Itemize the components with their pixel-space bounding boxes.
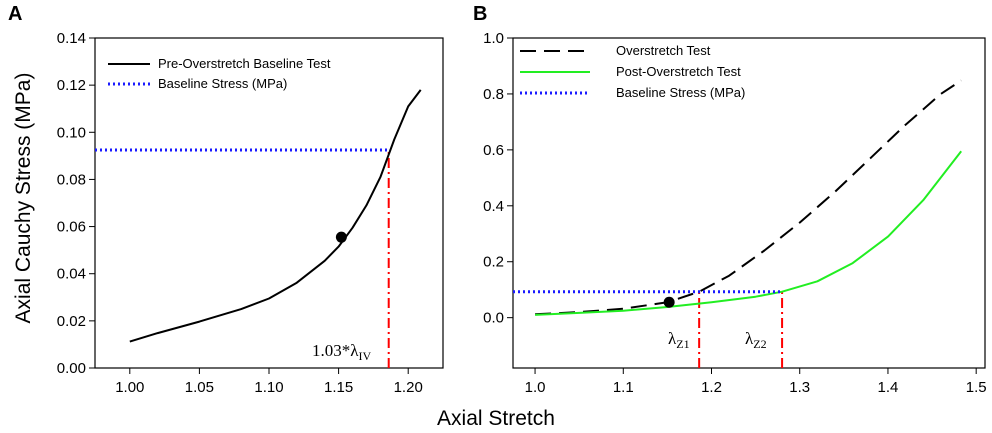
series-line-a-0	[129, 89, 422, 343]
y-tick-label-a: 0.04	[57, 266, 86, 283]
panel-a-label: A	[8, 3, 22, 25]
x-axis-label: Axial Stretch	[437, 407, 555, 430]
legend-b-label-overstretch: Overstretch Test	[616, 43, 711, 58]
x-tick-label-b: 1.4	[878, 379, 899, 396]
y-tick-label-a: 0.02	[57, 313, 86, 330]
data-point-a-0	[335, 231, 347, 243]
legend-a-label-baseline-stress: Baseline Stress (MPa)	[158, 76, 287, 91]
y-tick-label-b: 0.0	[483, 310, 504, 327]
x-tick-label-b: 1.5	[966, 379, 987, 396]
panel-b-label: B	[473, 3, 487, 25]
x-tick-label-a: 1.05	[185, 379, 214, 396]
plot-b: 1.0 1.1 1.2 1.3 1.4 1.5 0.0 0.2 0.4 0.6 0.8 1.0	[483, 30, 986, 396]
y-axis-label-a: Axial Cauchy Stress (MPa)	[12, 73, 35, 324]
plot-area-b	[513, 79, 962, 368]
x-tick-label-b: 1.0	[525, 379, 546, 396]
x-tick-label-a: 1.00	[115, 379, 144, 396]
y-tick-label-b: 0.2	[483, 254, 504, 271]
annotation-lambda-z2: λZ2	[745, 329, 767, 351]
x-tick-label-a: 1.15	[324, 379, 353, 396]
legend-b: Overstretch Test Post-Overstretch Test B…	[520, 43, 745, 100]
plot-a: 1.00 1.05 1.10 1.15 1.20 0.00 0.02 0.04 0.06 0.08…	[57, 30, 444, 396]
y-tick-label-b: 1.0	[483, 30, 504, 47]
legend-a: Pre-Overstretch Baseline Test Baseline S…	[108, 56, 331, 91]
y-tick-label-b: 0.6	[483, 142, 504, 159]
y-tick-label-a: 0.08	[57, 171, 86, 188]
y-tick-label-b: 0.8	[483, 86, 504, 103]
legend-b-label-post-overstretch: Post-Overstretch Test	[616, 64, 741, 79]
y-tick-label-b: 0.4	[483, 198, 504, 215]
y-tick-label-a: 0.06	[57, 219, 86, 236]
legend-a-label-baseline-test: Pre-Overstretch Baseline Test	[158, 56, 331, 71]
annotation-lambda-iv: 1.03*λIV	[312, 341, 371, 363]
x-tick-label-b: 1.3	[789, 379, 810, 396]
plot-frame-b	[512, 37, 986, 369]
y-tick-label-a: 0.12	[57, 77, 86, 94]
x-tick-label-a: 1.10	[254, 379, 283, 396]
y-tick-label-a: 0.14	[57, 30, 86, 47]
annotation-lambda-z1: λZ1	[668, 329, 690, 351]
legend-b-label-baseline-stress: Baseline Stress (MPa)	[616, 85, 745, 100]
series-line-b-1	[535, 150, 962, 316]
series-line-b-0	[535, 79, 962, 316]
x-tick-label-b: 1.1	[613, 379, 634, 396]
x-tick-label-b: 1.2	[701, 379, 722, 396]
x-tick-label-a: 1.20	[394, 379, 423, 396]
data-point-b-0	[663, 296, 675, 308]
y-tick-label-a: 0.00	[57, 360, 86, 377]
plot-area-a	[95, 89, 422, 368]
y-tick-label-a: 0.10	[57, 124, 86, 141]
